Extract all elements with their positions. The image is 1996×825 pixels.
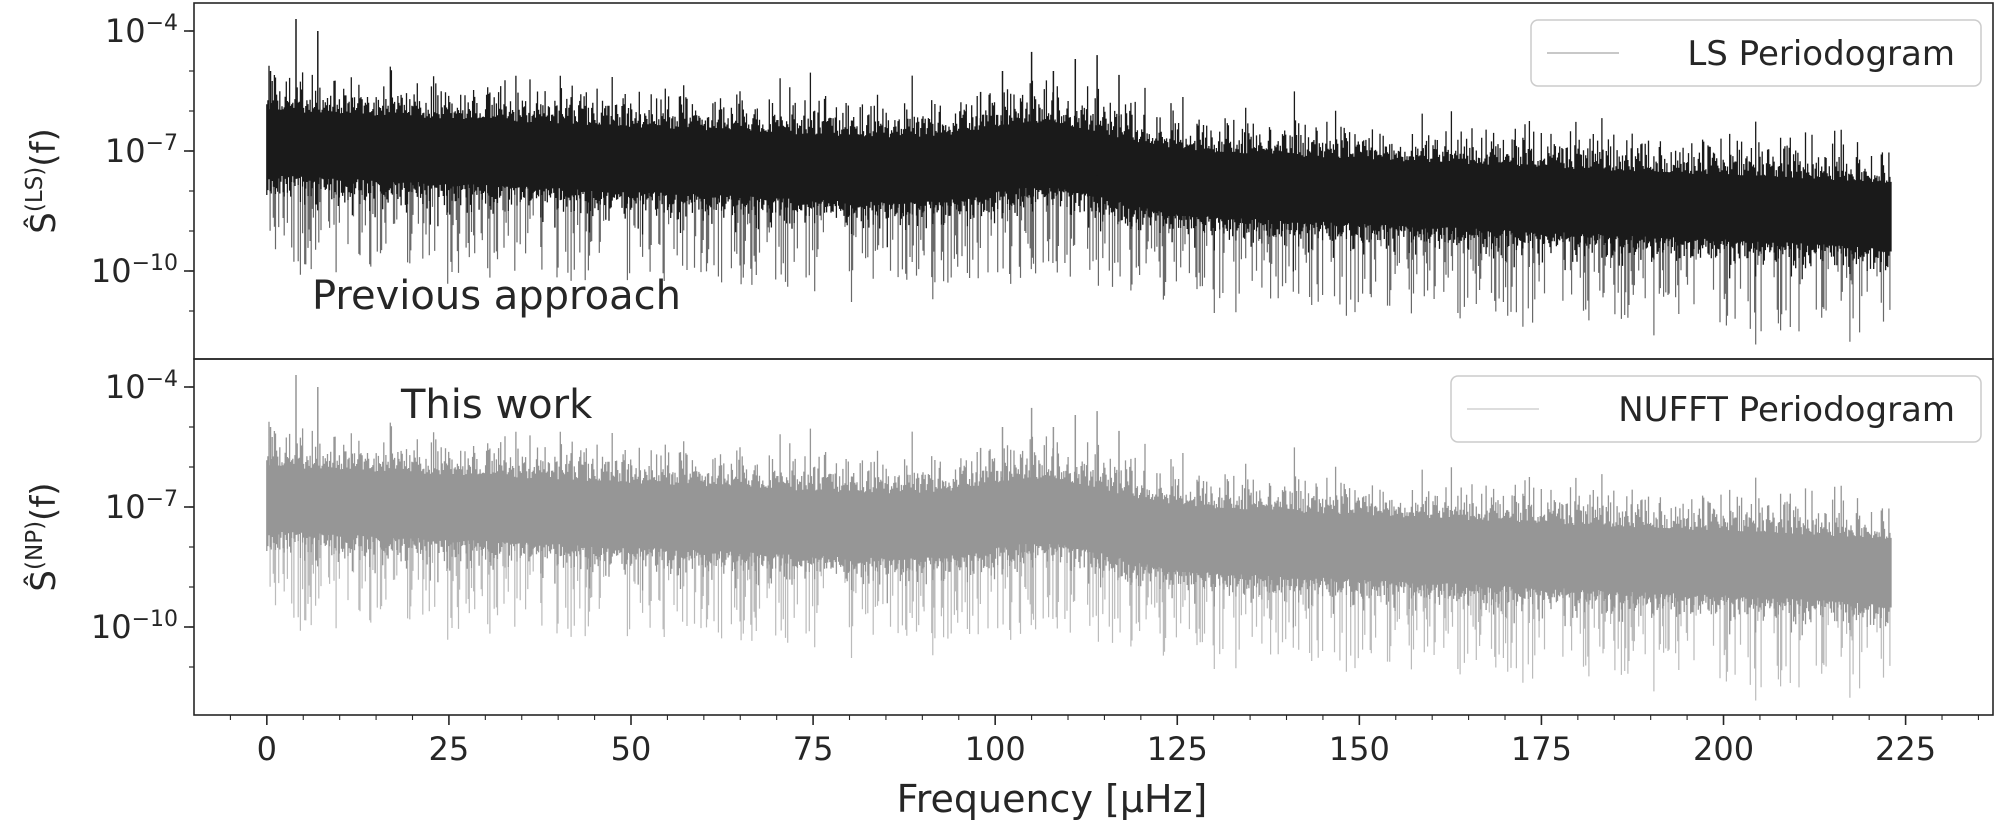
x-tick-label: 50	[611, 730, 652, 768]
ls-periodogram-series	[266, 19, 1892, 345]
bottom-y-label-tail: (f)	[24, 482, 64, 521]
x-tick-label: 25	[429, 730, 470, 768]
bottom-legend-box	[1450, 375, 1982, 443]
x-tick-label: 225	[1875, 730, 1936, 768]
top-y-label-tail: (f)	[24, 128, 64, 167]
top-y-label-base: Ŝ	[23, 212, 64, 234]
y-tick-label: 10−7	[105, 131, 178, 171]
bottom-y-axis-label: Ŝ(NP)(f)	[22, 482, 64, 591]
x-tick-label: 75	[793, 730, 834, 768]
top-panel: 10−4 10−7 10−10 Ŝ(LS)(f) Previous approach…	[22, 2, 1994, 360]
top-y-label-sup: (LS)	[22, 167, 48, 212]
x-tick-label: 200	[1693, 730, 1754, 768]
x-axis-label: Frequency [μHz]	[897, 777, 1208, 821]
y-tick-label: 10−7	[105, 487, 178, 527]
top-y-axis-label: Ŝ(LS)(f)	[22, 128, 64, 233]
top-legend: LS Periodogram	[1530, 19, 1982, 87]
x-axis-ticks: 0 25 50 75 100 125 150 175 200 225	[229, 715, 1979, 768]
y-tick-label: 10−4	[105, 367, 178, 407]
spectrum-body	[266, 65, 1892, 280]
bottom-legend-label: NUFFT Periodogram	[1618, 390, 1955, 430]
x-tick-label: 0	[257, 730, 277, 768]
top-legend-box	[1530, 19, 1982, 87]
bottom-panel: 10−4 10−7 10−10 Ŝ(NP)(f) This work NUFFT P…	[22, 358, 1994, 821]
y-tick-label: 10−10	[91, 251, 178, 291]
top-legend-label: LS Periodogram	[1687, 34, 1955, 74]
bottom-y-label-base: Ŝ	[23, 570, 64, 592]
spectrum-low-spikes	[269, 177, 1891, 345]
x-tick-label: 175	[1511, 730, 1572, 768]
x-tick-label: 100	[965, 730, 1026, 768]
x-tick-label: 150	[1329, 730, 1390, 768]
y-tick-label: 10−4	[105, 11, 178, 51]
bottom-legend: NUFFT Periodogram	[1450, 375, 1982, 443]
bottom-plot-frame	[193, 358, 1994, 716]
spectrum-low-spikes	[269, 533, 1891, 701]
previous-approach-annotation: Previous approach	[312, 273, 681, 319]
y-tick-label: 10−10	[91, 607, 178, 647]
bottom-y-label-sup: (NP)	[22, 521, 48, 570]
top-y-ticks: 10−4 10−7 10−10	[91, 11, 194, 312]
bottom-y-ticks: 10−4 10−7 10−10	[91, 367, 194, 668]
this-work-annotation: This work	[400, 382, 593, 428]
x-tick-label: 125	[1147, 730, 1208, 768]
nufft-periodogram-series	[266, 375, 1892, 701]
spectrum-body	[266, 421, 1892, 636]
